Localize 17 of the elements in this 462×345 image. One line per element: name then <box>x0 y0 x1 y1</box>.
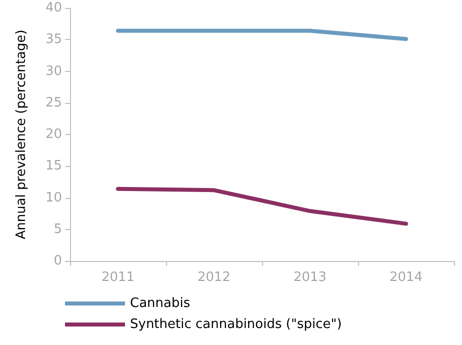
line-series <box>116 186 408 226</box>
y-tick-label: 0 <box>54 254 62 268</box>
legend-label: Synthetic cannabinoids ("spice") <box>130 317 342 332</box>
y-tick-label: 25 <box>45 95 62 110</box>
y-tick-label: 30 <box>45 64 62 79</box>
legend-label: Cannabis <box>130 296 190 311</box>
y-tick-label: 15 <box>45 158 62 174</box>
y-axis-title: Annual prevalence (percentage) <box>14 30 29 240</box>
x-tick-label: 2013 <box>293 270 327 285</box>
x-tick-label: 2014 <box>389 270 423 285</box>
y-tick-label: 10 <box>45 190 62 206</box>
y-tick-label: 20 <box>45 127 62 142</box>
x-tick-label: 2012 <box>197 270 231 285</box>
y-tick-label: 35 <box>45 32 62 48</box>
y-tick-label: 5 <box>54 222 62 237</box>
x-tick-label: 2011 <box>101 270 135 285</box>
y-tick-label: 40 <box>45 0 62 16</box>
